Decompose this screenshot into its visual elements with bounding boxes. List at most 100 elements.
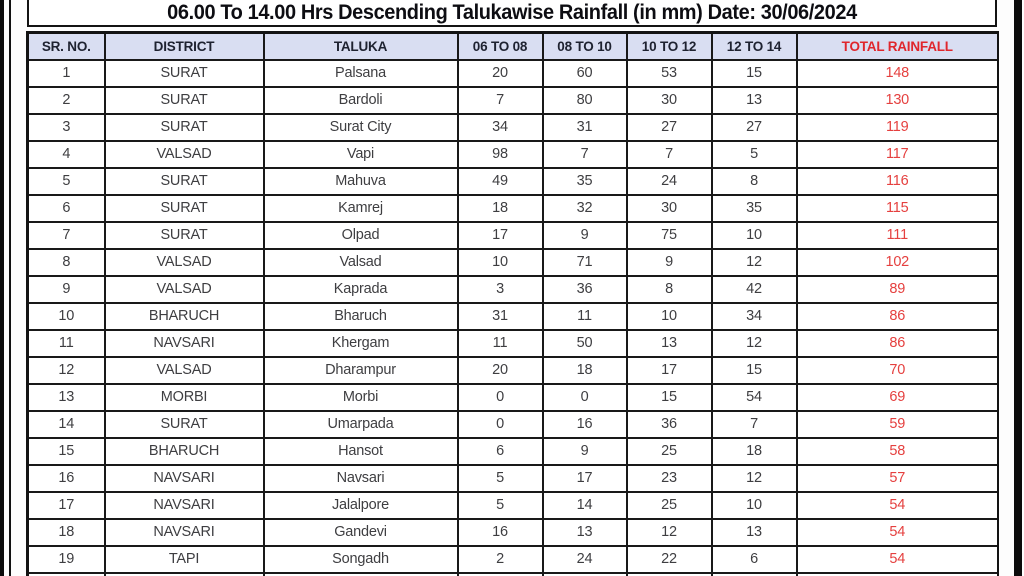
cell-total: 86 [795,301,999,331]
cell-total: 54 [795,544,999,574]
cell-district: SURAT [103,409,265,439]
cell-08-10: 16 [541,409,628,439]
col-header-sr-no: SR. NO. [26,31,106,61]
cell-total: 148 [795,58,999,88]
cell-12-14: 12 [710,247,798,277]
cell-12-14: 15 [710,355,798,385]
cell-12-14 [710,571,798,576]
cell-08-10: 50 [541,328,628,358]
cell-sr-no: 11 [26,328,106,358]
cell-10-12: 25 [625,490,713,520]
table-title-box: 06.00 To 14.00 Hrs Descending Talukawise… [27,0,997,27]
cell-06-08: 11 [456,328,544,358]
cell-12-14: 34 [710,301,798,331]
cell-taluka: Vapi [262,139,459,169]
cell-taluka: Dharampur [262,355,459,385]
cell-10-12: 17 [625,355,713,385]
cell-sr-no: 12 [26,355,106,385]
cell-12-14: 18 [710,436,798,466]
cell-taluka: Kaprada [262,274,459,304]
cell-taluka [262,571,459,576]
cell-12-14: 10 [710,220,798,250]
rainfall-table: SR. NO. DISTRICT TALUKA 06 TO 08 08 TO 1… [26,31,999,576]
table-row: 5 SURAT Mahuva 49 35 24 8 116 [26,166,999,196]
cell-total: 86 [795,328,999,358]
cell-08-10: 9 [541,220,628,250]
cell-06-08: 18 [456,193,544,223]
cell-taluka: Surat City [262,112,459,142]
cell-06-08: 98 [456,139,544,169]
cell-08-10: 17 [541,463,628,493]
cell-total [795,571,999,576]
table-row: 15 BHARUCH Hansot 6 9 25 18 58 [26,436,999,466]
table-row: 2 SURAT Bardoli 7 80 30 13 130 [26,85,999,115]
cell-total: 130 [795,85,999,115]
cell-total: 58 [795,436,999,466]
cell-taluka: Bardoli [262,85,459,115]
right-edge-bar [1014,0,1022,576]
cell-12-14: 13 [710,85,798,115]
cell-taluka: Gandevi [262,517,459,547]
cell-10-12: 30 [625,193,713,223]
cell-08-10: 32 [541,193,628,223]
cell-06-08: 5 [456,490,544,520]
cell-total: 54 [795,490,999,520]
cell-06-08: 6 [456,436,544,466]
cell-10-12 [625,571,713,576]
cell-sr-no: 7 [26,220,106,250]
cell-taluka: Khergam [262,328,459,358]
col-header-taluka: TALUKA [262,31,459,61]
table-title: 06.00 To 14.00 Hrs Descending Talukawise… [167,0,857,24]
cell-total: 119 [795,112,999,142]
table-row: 1 SURAT Palsana 20 60 53 15 148 [26,58,999,88]
cell-district: SURAT [103,85,265,115]
cell-08-10: 14 [541,490,628,520]
cell-10-12: 30 [625,85,713,115]
cell-district: NAVSARI [103,517,265,547]
cell-sr-no: 8 [26,247,106,277]
cell-12-14: 8 [710,166,798,196]
cell-district: SURAT [103,220,265,250]
cell-total: 70 [795,355,999,385]
left-edge-bar [0,0,4,576]
cell-10-12: 23 [625,463,713,493]
cell-total: 54 [795,517,999,547]
col-header-total-rainfall: TOTAL RAINFALL [795,31,999,61]
table-row: 16 NAVSARI Navsari 5 17 23 12 57 [26,463,999,493]
cell-06-08: 5 [456,463,544,493]
cell-08-10: 24 [541,544,628,574]
cell-10-12: 15 [625,382,713,412]
cell-10-12: 13 [625,328,713,358]
cell-10-12: 12 [625,517,713,547]
cell-sr-no: 18 [26,517,106,547]
cell-sr-no: 9 [26,274,106,304]
cell-08-10: 36 [541,274,628,304]
table-row-partial [26,571,999,576]
cell-sr-no: 1 [26,58,106,88]
cell-10-12: 7 [625,139,713,169]
cell-10-12: 9 [625,247,713,277]
cell-taluka: Mahuva [262,166,459,196]
cell-sr-no: 14 [26,409,106,439]
col-header-08-10: 08 TO 10 [541,31,628,61]
table-row: 6 SURAT Kamrej 18 32 30 35 115 [26,193,999,223]
cell-taluka: Songadh [262,544,459,574]
table-row: 3 SURAT Surat City 34 31 27 27 119 [26,112,999,142]
cell-district: MORBI [103,382,265,412]
cell-12-14: 5 [710,139,798,169]
cell-sr-no: 15 [26,436,106,466]
cell-sr-no: 2 [26,85,106,115]
cell-06-08: 0 [456,409,544,439]
cell-08-10: 9 [541,436,628,466]
cell-12-14: 12 [710,463,798,493]
cell-total: 69 [795,382,999,412]
cell-taluka: Morbi [262,382,459,412]
table-header: SR. NO. DISTRICT TALUKA 06 TO 08 08 TO 1… [26,31,999,61]
table-row: 11 NAVSARI Khergam 11 50 13 12 86 [26,328,999,358]
cell-taluka: Navsari [262,463,459,493]
cell-district: NAVSARI [103,490,265,520]
cell-10-12: 27 [625,112,713,142]
cell-sr-no: 17 [26,490,106,520]
cell-taluka: Olpad [262,220,459,250]
cell-district [103,571,265,576]
